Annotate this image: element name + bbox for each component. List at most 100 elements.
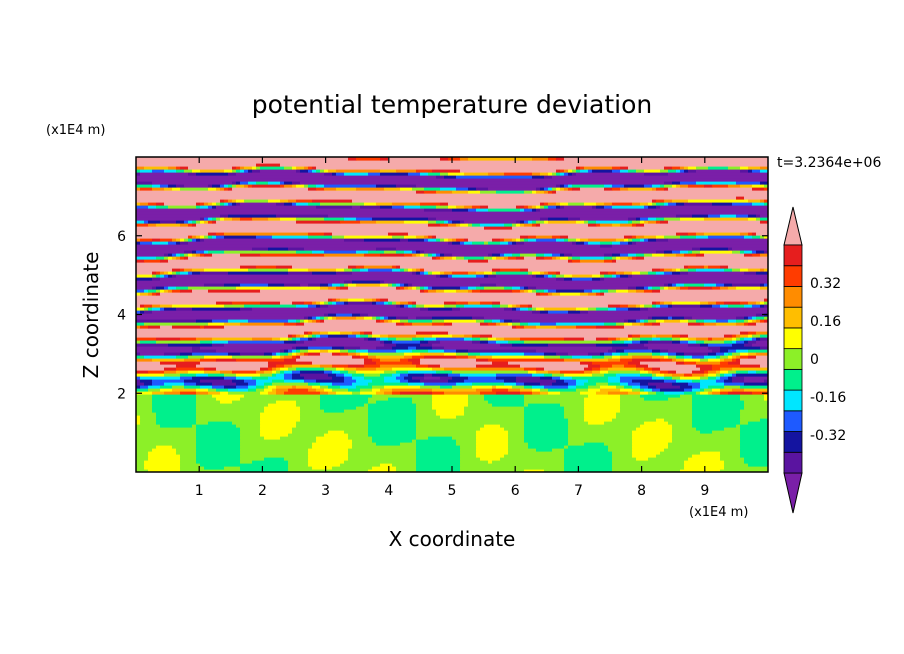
contour-cell (240, 451, 309, 455)
contour-cell (468, 397, 485, 401)
contour-cell (516, 223, 521, 227)
contour-cell (412, 400, 433, 404)
contour-cell (444, 346, 613, 350)
contour-cell (312, 250, 325, 254)
contour-cell (612, 166, 621, 170)
contour-cell (740, 358, 768, 362)
contour-cell (512, 307, 517, 311)
contour-cell (164, 307, 177, 311)
time-label: t=3.2364e+06 (777, 155, 881, 171)
contour-cell (320, 331, 329, 335)
contour-row (136, 223, 768, 227)
contour-cell (392, 205, 405, 209)
contour-cell (364, 298, 373, 302)
contour-cell (676, 283, 685, 287)
contour-cell (652, 367, 661, 371)
contour-cell (376, 298, 381, 302)
contour-cell (136, 181, 153, 185)
contour-cell (176, 238, 181, 242)
contour-cell (236, 358, 285, 362)
contour-cell (508, 430, 525, 434)
contour-cell (388, 334, 417, 338)
contour-cell (256, 385, 265, 389)
contour-cell (732, 202, 753, 206)
contour-cell (380, 334, 389, 338)
contour-cell (740, 433, 768, 437)
contour-cell (744, 271, 757, 275)
contour-cell (408, 358, 421, 362)
contour-cell (556, 256, 561, 260)
contour-cell (440, 253, 445, 257)
contour-cell (476, 355, 493, 359)
contour-cell (556, 157, 565, 161)
contour-cell (316, 184, 325, 188)
contour-cell (416, 421, 525, 425)
contour-cell (136, 310, 141, 314)
contour-cell (632, 235, 637, 239)
contour-cell (512, 385, 525, 389)
contour-cell (400, 358, 409, 362)
contour-cell (196, 454, 241, 458)
contour-cell (136, 259, 145, 263)
contour-cell (156, 289, 161, 293)
contour-cell (724, 352, 729, 356)
contour-cell (700, 301, 709, 305)
colorbar-swatch (783, 389, 803, 412)
contour-cell (196, 205, 201, 209)
contour-cell (136, 247, 253, 251)
contour-cell (572, 259, 581, 263)
contour-cell (208, 232, 217, 236)
contour-row (136, 280, 768, 284)
contour-cell (152, 238, 161, 242)
contour-cell (296, 346, 309, 350)
contour-cell (684, 355, 693, 359)
contour-cell (656, 238, 669, 242)
contour-cell (364, 361, 377, 365)
contour-cell (760, 166, 768, 170)
contour-cell (480, 205, 489, 209)
contour-cell (704, 217, 749, 221)
contour-row (136, 163, 768, 167)
contour-cell (588, 310, 768, 314)
contour-cell (564, 172, 569, 176)
contour-cell (188, 370, 205, 374)
contour-cell (216, 301, 233, 305)
contour-cell (404, 322, 413, 326)
contour-cell (308, 331, 313, 335)
contour-cell (288, 466, 313, 470)
contour-cell (712, 184, 729, 188)
contour-cell (308, 457, 349, 461)
contour-cell (476, 286, 485, 290)
contour-cell (732, 334, 737, 338)
contour-cell (308, 184, 317, 188)
contour-cell (292, 373, 301, 377)
contour-cell (288, 271, 313, 275)
contour-cell (252, 307, 421, 311)
contour-cell (596, 220, 629, 224)
contour-cell (412, 376, 425, 380)
contour-cell (700, 247, 729, 251)
contour-cell (428, 235, 433, 239)
contour-cell (532, 157, 549, 161)
contour-cell (644, 172, 669, 176)
contour-cell (196, 412, 261, 416)
contour-cell (640, 238, 645, 242)
contour-cell (164, 286, 169, 290)
contour-cell (436, 253, 441, 257)
contour-cell (468, 157, 533, 161)
contour-cell (624, 340, 633, 344)
contour-cell (216, 187, 221, 191)
contour-cell (468, 403, 493, 407)
contour-cell (540, 271, 545, 275)
contour-cell (428, 307, 453, 311)
contour-cell (440, 274, 449, 278)
contour-cell (684, 166, 689, 170)
contour-cell (428, 220, 437, 224)
contour-cell (636, 289, 645, 293)
contour-cell (164, 202, 197, 206)
contour-cell (476, 319, 485, 323)
contour-cell (584, 367, 593, 371)
contour-cell (740, 397, 765, 401)
contour-cell (660, 220, 669, 224)
contour-cell (556, 289, 585, 293)
